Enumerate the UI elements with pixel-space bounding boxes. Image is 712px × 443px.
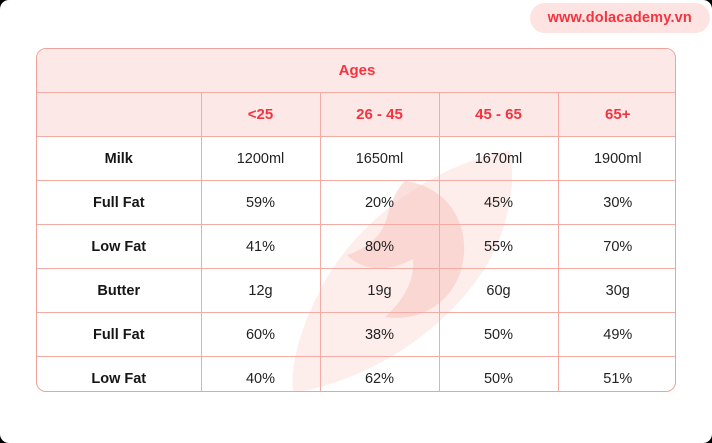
column-header-empty xyxy=(37,92,202,137)
data-table: Ages <25 26 - 45 45 - 65 65+ Milk 1200ml… xyxy=(37,49,675,391)
column-header-65-plus: 65+ xyxy=(558,92,675,137)
table-cell: 59% xyxy=(201,180,321,225)
site-badge[interactable]: www.dolacademy.vn xyxy=(529,3,710,33)
table-cell: 55% xyxy=(439,224,559,269)
table-row-milk-low-fat: Low Fat 41% 80% 55% 70% xyxy=(37,224,675,269)
table-cell: 1670ml xyxy=(439,136,559,181)
table-cell: 30% xyxy=(558,180,675,225)
table-cell: 45% xyxy=(439,180,559,225)
table-row-butter-full-fat: Full Fat 60% 38% 50% 49% xyxy=(37,312,675,357)
table-cell: 20% xyxy=(320,180,440,225)
table-cell: 19g xyxy=(320,268,440,313)
row-label: Full Fat xyxy=(37,312,202,357)
table-row-milk: Milk 1200ml 1650ml 1670ml 1900ml xyxy=(37,136,675,181)
row-label: Milk xyxy=(37,136,202,181)
row-label: Low Fat xyxy=(37,224,202,269)
row-label: Full Fat xyxy=(37,180,202,225)
table-cell: 1650ml xyxy=(320,136,440,181)
table-cell: 51% xyxy=(603,370,633,387)
table-cell: 41% xyxy=(201,224,321,269)
table-cell: 60g xyxy=(439,268,559,313)
table-cell: 60% xyxy=(201,312,321,357)
table-column-header-row: <25 26 - 45 45 - 65 65+ xyxy=(37,92,675,137)
table-title-row: Ages xyxy=(37,49,675,93)
column-header-26-45: 26 - 45 xyxy=(320,92,440,137)
table-cell: 40% xyxy=(201,356,321,391)
column-header-under-25: <25 xyxy=(201,92,321,137)
column-header-45-65: 45 - 65 xyxy=(439,92,559,137)
table-cell: 49% xyxy=(558,312,675,357)
ages-table-card: Ages <25 26 - 45 45 - 65 65+ Milk 1200ml… xyxy=(36,48,676,392)
table-cell: 1900ml xyxy=(558,136,675,181)
table-cell: 62% xyxy=(320,356,440,391)
table-row-butter-low-fat: Low Fat 40% 62% 50% 51% xyxy=(37,356,675,391)
row-label: Low Fat xyxy=(37,356,202,391)
table-cell: 80% xyxy=(320,224,440,269)
table-cell: 12g xyxy=(201,268,321,313)
table-cell: 30g xyxy=(558,268,675,313)
table-cell: 38% xyxy=(320,312,440,357)
table-row-butter: Butter 12g 19g 60g 30g xyxy=(37,268,675,313)
table-cell: 50% xyxy=(439,312,559,357)
site-badge-text: www.dolacademy.vn xyxy=(547,10,692,26)
table-title: Ages xyxy=(37,49,675,93)
table-cell: 50% xyxy=(439,356,559,391)
row-label: Butter xyxy=(37,268,202,313)
table-row-milk-full-fat: Full Fat 59% 20% 45% 30% xyxy=(37,180,675,225)
table-cell: 1200ml xyxy=(201,136,321,181)
table-cell: 70% xyxy=(558,224,675,269)
